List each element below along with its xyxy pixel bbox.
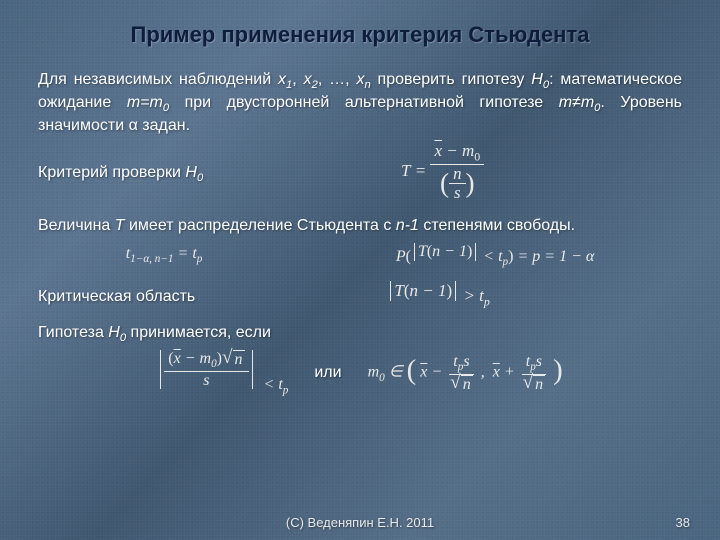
formula-probability: P(T(n − 1) < tp) = p = 1 − α: [396, 243, 594, 268]
or-word: или: [314, 364, 341, 382]
distribution-text: Величина T имеет распределение Стьюдента…: [38, 217, 682, 235]
page-number: 38: [676, 515, 690, 530]
criterion-label: Критерий проверки H0: [38, 164, 203, 184]
critical-region-label: Критическая область: [38, 288, 195, 306]
slide-title: Пример применения критерия Стьюдента: [38, 22, 682, 48]
footer-copyright: (С) Веденяпин Е.Н. 2011: [0, 515, 720, 530]
intro-paragraph: Для независимых наблюдений x1, x2, …, xn…: [38, 70, 682, 136]
accept-label: Гипотеза H0 принимается, если: [38, 324, 682, 344]
formula-quantile: t1−α, n−1 = tp: [126, 245, 203, 265]
formula-critical-region: T(n − 1) > tp: [387, 286, 489, 305]
formula-accept-row: (x − m0)√n s < tp или m0 ∈ ( x − tps √n …: [38, 350, 682, 396]
formula-t: T = x − m0 (ns): [401, 161, 484, 180]
